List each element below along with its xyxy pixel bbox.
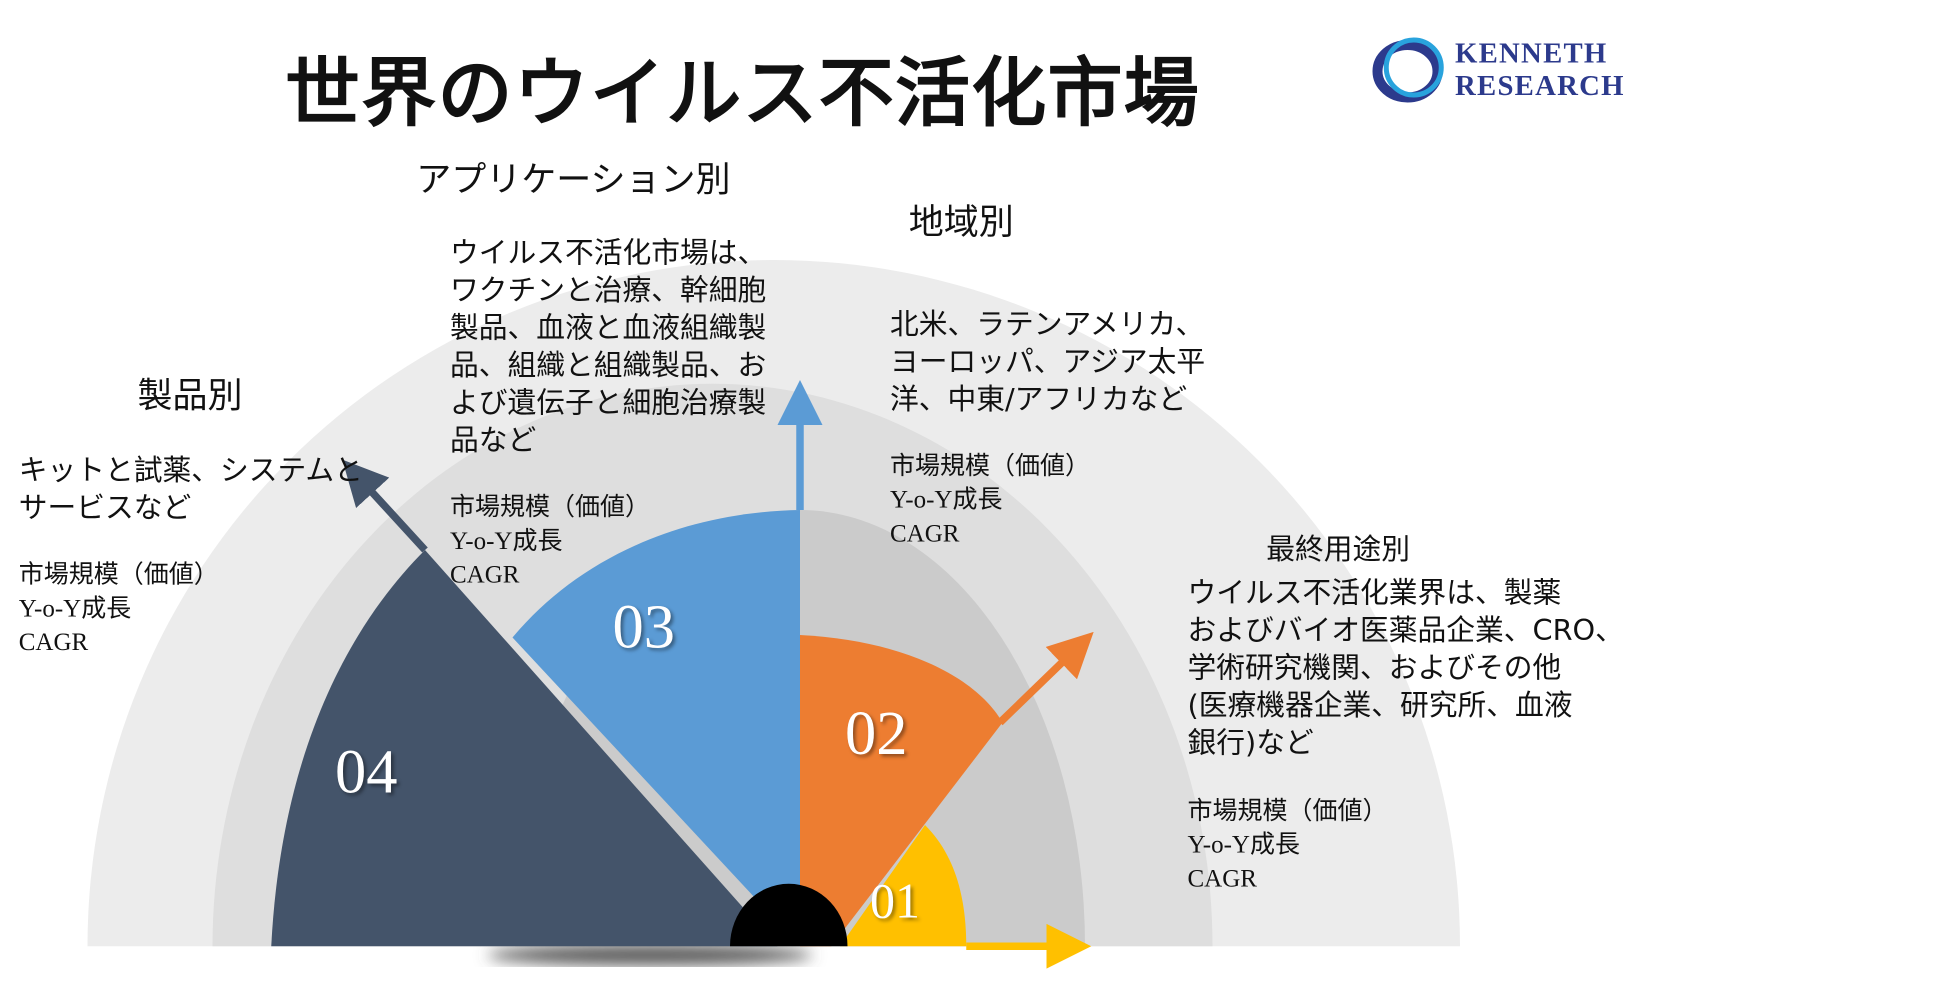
logo-swirl-icon [1372, 37, 1444, 103]
segment-02-number: 02 [845, 697, 908, 768]
sector-01 [840, 825, 967, 947]
desc-line: (医療機器企業、研究所、血液 [1187, 690, 1573, 723]
region-stats: 市場規模（価値） Y-o-Y成長 CAGR [890, 450, 1090, 551]
desc-line: 品、組織と組織製品、お [450, 350, 767, 383]
end-use-description: ウイルス不活化業界は、製薬 およびバイオ医薬品企業、CRO、 学術研究機関、およ… [1188, 575, 1624, 763]
segment-03-number: 03 [612, 591, 676, 662]
product-description: キットと試薬、システムと サービスなど [19, 453, 363, 528]
desc-line: 品など [450, 425, 537, 458]
end-use-stats: 市場規模（価値） Y-o-Y成長 CAGR [1188, 795, 1388, 896]
segment-01-number: 01 [870, 872, 920, 929]
kenneth-research-logo: KENNETH RESEARCH [1372, 35, 1625, 105]
desc-line: 洋、中東/アフリカなど [890, 383, 1188, 417]
desc-line: サービスなど [18, 492, 192, 526]
desc-line: ウイルス不活化市場は、 [450, 237, 767, 271]
stat-yoy: Y-o-Y成長 [450, 527, 563, 556]
stat-market-size: 市場規模（価値） [18, 561, 219, 589]
desc-line: 学術研究機関、およびその他 [1187, 652, 1562, 686]
desc-line: ワクチンと治療、幹細胞 [450, 275, 767, 308]
sector-03 [512, 510, 800, 947]
page-title: 世界のウイルス不活化市場 [285, 50, 1200, 138]
region-description: 北米、ラテンアメリカ、 ヨーロッパ、アジア太平 洋、中東/アフリカなど [890, 306, 1205, 419]
arrow-02 [997, 631, 1094, 726]
desc-line: 銀行)など [1187, 727, 1314, 761]
desc-line: よび遺伝子と細胞治療製 [450, 387, 767, 421]
application-heading: アプリケーション別 [416, 158, 731, 200]
sector-02 [800, 635, 1003, 947]
product-heading: 製品別 [137, 375, 243, 417]
stat-market-size: 市場規模（価値） [1187, 797, 1388, 826]
shadow [487, 945, 813, 965]
stat-yoy: Y-o-Y成長 [1187, 831, 1301, 859]
application-description: ウイルス不活化市場は、 ワクチンと治療、幹細胞 製品、血液と血液組織製 品、組織… [450, 235, 766, 460]
stat-cagr: CAGR [890, 520, 960, 548]
desc-line: およびバイオ医薬品企業、CRO、 [1187, 615, 1624, 648]
product-stats: 市場規模（価値） Y-o-Y成長 CAGR [19, 559, 219, 660]
logo-line1: KENNETH [1455, 37, 1608, 69]
stat-cagr: CAGR [1187, 865, 1257, 893]
application-stats: 市場規模（価値） Y-o-Y成長 CAGR [450, 491, 650, 592]
logo-line2: RESEARCH [1455, 70, 1625, 102]
end-use-heading: 最終用途別 [1266, 533, 1410, 567]
stat-yoy: Y-o-Y成長 [18, 595, 132, 623]
desc-line: ウイルス不活化業界は、製薬 [1187, 577, 1562, 611]
stat-market-size: 市場規模（価値） [890, 452, 1090, 481]
desc-line: キットと試薬、システムと [18, 455, 363, 488]
desc-line: 北米、ラテンアメリカ、 [890, 308, 1205, 342]
center-hub [730, 883, 848, 947]
sector-04 [271, 550, 778, 947]
segment-04-number: 04 [335, 736, 398, 807]
region-heading: 地域別 [908, 201, 1014, 243]
desc-line: 製品、血液と血液組織製 [450, 312, 767, 346]
stat-market-size: 市場規模（価値） [450, 493, 650, 522]
desc-line: ヨーロッパ、アジア太平 [890, 346, 1206, 379]
stat-cagr: CAGR [18, 628, 89, 657]
arrow-04 [342, 459, 428, 553]
stat-yoy: Y-o-Y成長 [890, 486, 1003, 514]
stat-cagr: CAGR [450, 561, 520, 589]
